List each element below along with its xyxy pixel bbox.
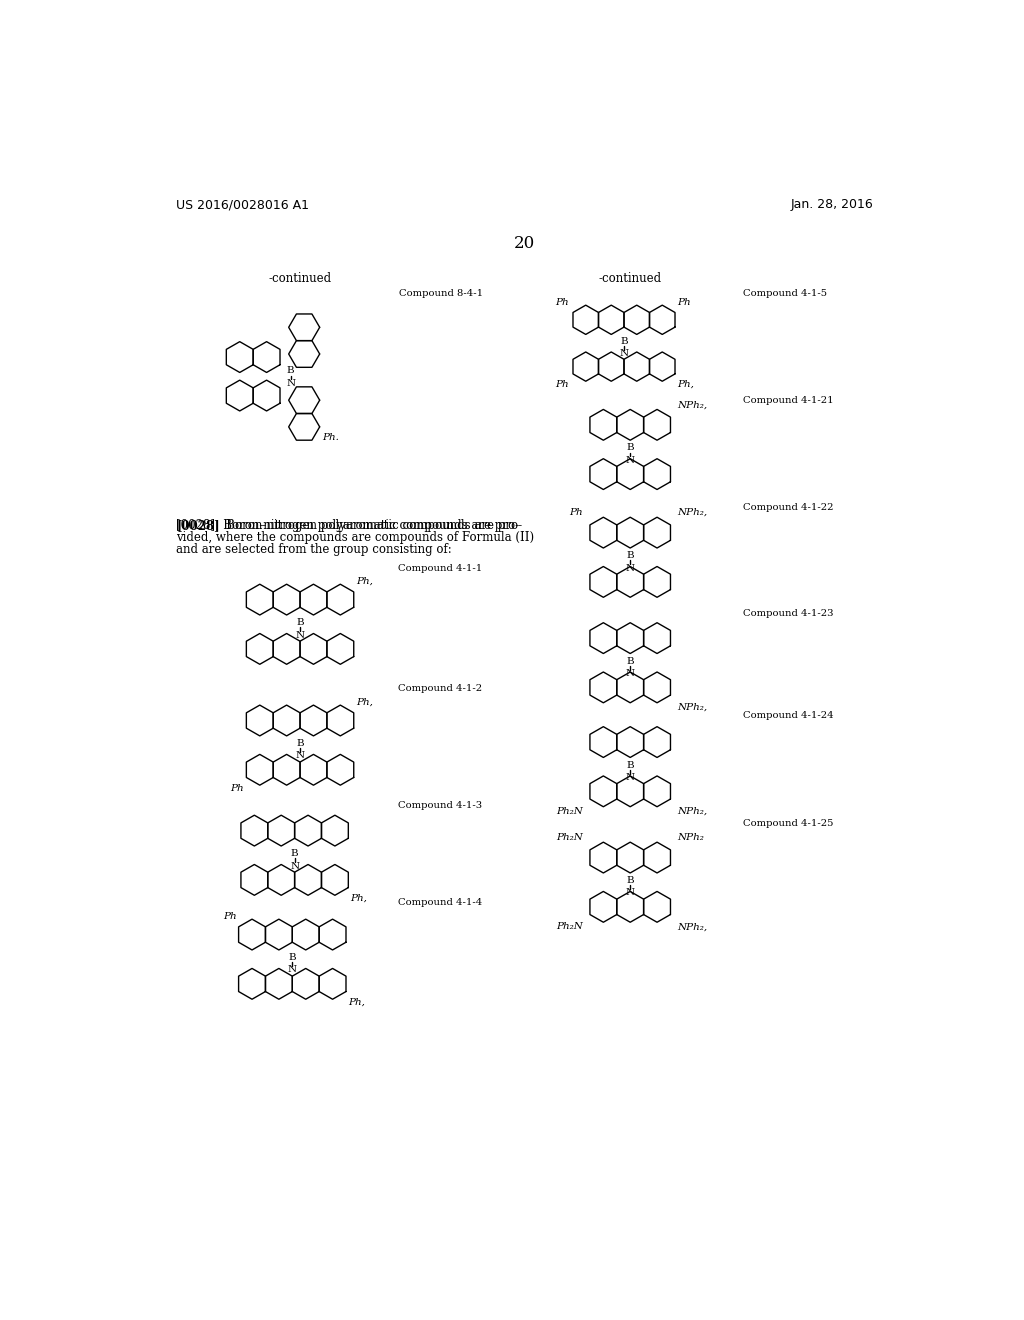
Text: Ph,: Ph, bbox=[677, 380, 694, 388]
Text: N: N bbox=[626, 564, 635, 573]
Text: Compound 4-1-1: Compound 4-1-1 bbox=[397, 564, 482, 573]
Text: N: N bbox=[626, 774, 635, 781]
Text: Compound 4-1-2: Compound 4-1-2 bbox=[397, 684, 482, 693]
Text: NPh₂,: NPh₂, bbox=[678, 923, 708, 932]
Text: Jan. 28, 2016: Jan. 28, 2016 bbox=[791, 198, 873, 211]
Text: B: B bbox=[627, 876, 634, 886]
Text: N: N bbox=[626, 455, 635, 465]
Text: and are selected from the group consisting of:: and are selected from the group consisti… bbox=[176, 544, 452, 557]
Text: [0028]   Boron-nitrogen polyaromatic compounds are pro-: [0028] Boron-nitrogen polyaromatic compo… bbox=[176, 519, 522, 532]
Text: -continued: -continued bbox=[268, 272, 332, 285]
Text: Compound 4-1-4: Compound 4-1-4 bbox=[397, 898, 482, 907]
Text: Ph: Ph bbox=[569, 508, 583, 517]
Text: N: N bbox=[296, 751, 304, 760]
Text: Ph,: Ph, bbox=[356, 577, 373, 586]
Text: B: B bbox=[291, 849, 298, 858]
Text: Ph,: Ph, bbox=[348, 998, 366, 1007]
Text: NPh₂,: NPh₂, bbox=[678, 400, 708, 409]
Text: Ph₂N: Ph₂N bbox=[556, 833, 583, 842]
Text: B: B bbox=[627, 657, 634, 665]
Text: N: N bbox=[286, 379, 295, 388]
Text: B: B bbox=[296, 739, 304, 748]
Text: Ph,: Ph, bbox=[350, 894, 368, 903]
Text: Compound 4-1-3: Compound 4-1-3 bbox=[397, 801, 482, 810]
Text: Compound 4-1-21: Compound 4-1-21 bbox=[742, 396, 834, 404]
Text: Compound 8-4-1: Compound 8-4-1 bbox=[399, 289, 483, 298]
Text: Boron-nitrogen polyaromatic compounds are pro-: Boron-nitrogen polyaromatic compounds ar… bbox=[212, 519, 519, 532]
Text: Ph₂N: Ph₂N bbox=[556, 923, 583, 932]
Text: N: N bbox=[626, 669, 635, 678]
Text: Compound 4-1-23: Compound 4-1-23 bbox=[742, 609, 834, 618]
Text: Ph: Ph bbox=[230, 784, 244, 793]
Text: Ph: Ph bbox=[555, 298, 569, 306]
Text: N: N bbox=[290, 862, 299, 870]
Text: N: N bbox=[296, 631, 304, 639]
Text: Ph₂N: Ph₂N bbox=[556, 807, 583, 816]
Text: NPh₂,: NPh₂, bbox=[678, 508, 708, 517]
Text: NPh₂,: NPh₂, bbox=[678, 704, 708, 711]
Text: Compound 4-1-22: Compound 4-1-22 bbox=[742, 503, 834, 512]
Text: US 2016/0028016 A1: US 2016/0028016 A1 bbox=[176, 198, 309, 211]
Text: N: N bbox=[288, 965, 297, 974]
Text: B: B bbox=[296, 618, 304, 627]
Text: B: B bbox=[287, 367, 295, 375]
Text: N: N bbox=[626, 888, 635, 898]
Text: Ph.: Ph. bbox=[322, 433, 339, 442]
Text: N: N bbox=[620, 350, 629, 359]
Text: vided, where the compounds are compounds of Formula (II): vided, where the compounds are compounds… bbox=[176, 531, 535, 544]
Text: NPh₂,: NPh₂, bbox=[678, 807, 708, 816]
Text: Ph: Ph bbox=[222, 912, 237, 920]
Text: [0028]: [0028] bbox=[176, 519, 220, 532]
Text: B: B bbox=[627, 760, 634, 770]
Text: Compound 4-1-24: Compound 4-1-24 bbox=[742, 711, 834, 721]
Text: Ph: Ph bbox=[555, 380, 569, 388]
Text: Compound 4-1-25: Compound 4-1-25 bbox=[742, 818, 834, 828]
Text: 20: 20 bbox=[514, 235, 536, 252]
Text: B: B bbox=[627, 444, 634, 453]
Text: B: B bbox=[621, 337, 628, 346]
Text: B: B bbox=[627, 552, 634, 560]
Text: Ph,: Ph, bbox=[356, 697, 373, 706]
Text: B: B bbox=[289, 953, 296, 962]
Text: -continued: -continued bbox=[599, 272, 662, 285]
Text: Ph: Ph bbox=[677, 298, 691, 306]
Text: Compound 4-1-5: Compound 4-1-5 bbox=[742, 289, 826, 298]
Text: NPh₂: NPh₂ bbox=[678, 833, 705, 842]
